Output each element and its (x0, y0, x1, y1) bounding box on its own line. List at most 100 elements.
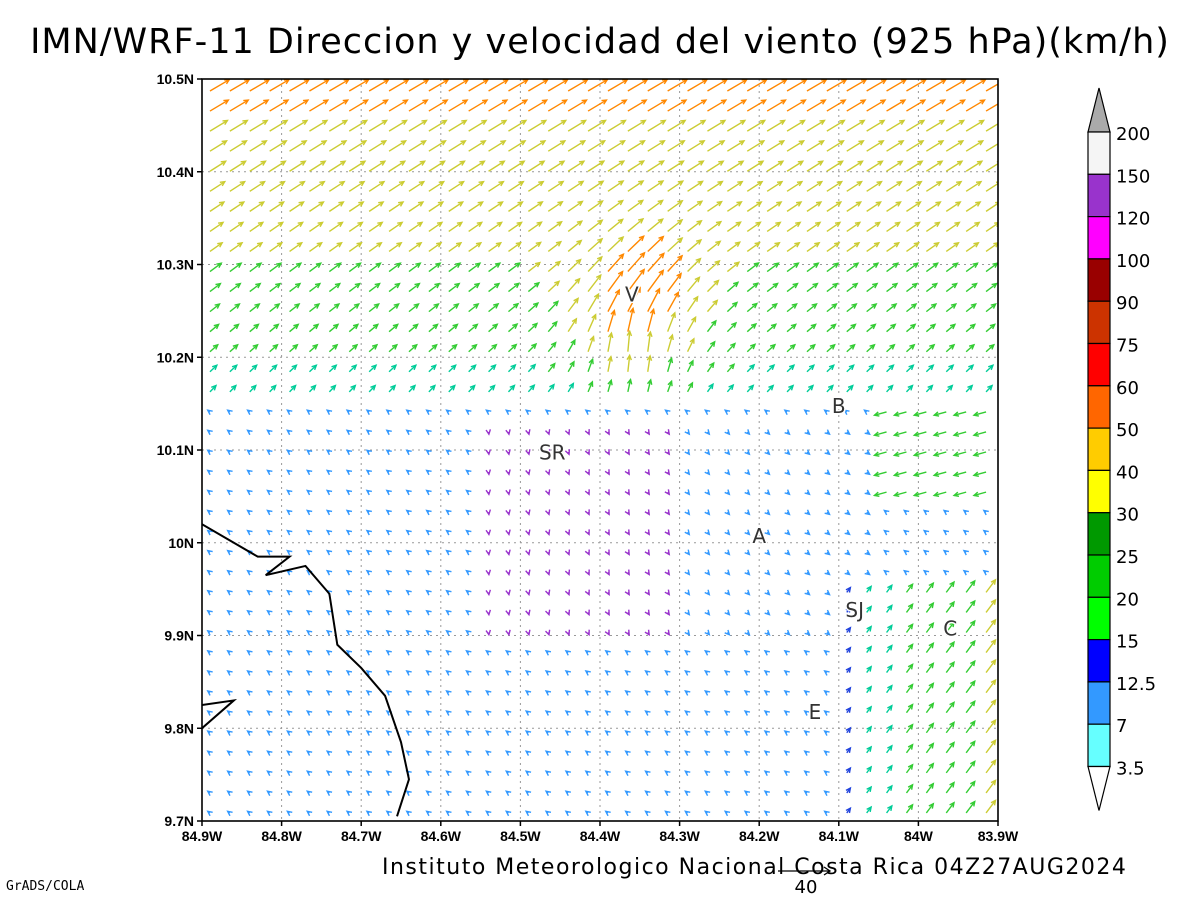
wind-arrow (627, 79, 649, 92)
wind-arrow (952, 431, 967, 437)
wind-arrow (564, 750, 572, 756)
wind-arrow (644, 649, 651, 656)
wind-arrow (707, 220, 723, 232)
wind-arrow (226, 469, 233, 476)
legend-label: 25 (1116, 547, 1139, 568)
wind-arrow (567, 99, 588, 112)
wind-arrow (806, 343, 816, 353)
wind-arrow (703, 710, 711, 716)
wind-arrow (587, 313, 597, 332)
lat-tick-label: 10.5N (157, 71, 194, 87)
wind-arrow (743, 750, 751, 756)
wind-arrow (604, 409, 611, 416)
wind-arrow (664, 429, 671, 436)
wind-arrow (667, 139, 686, 152)
wind-arrow (348, 282, 361, 293)
wind-arrow (864, 549, 871, 556)
wind-arrow (309, 282, 322, 293)
wind-arrow (564, 509, 571, 516)
wind-arrow (564, 770, 572, 776)
wind-arrow (866, 343, 876, 353)
wind-arrow (305, 589, 313, 596)
wind-arrow (428, 160, 446, 172)
wind-arrow (703, 690, 711, 696)
wind-arrow (269, 303, 281, 313)
wind-arrow (269, 180, 286, 192)
wind-arrow (525, 609, 531, 617)
wind-arrow (425, 469, 432, 476)
wind-arrow (266, 690, 273, 696)
legend-over-triangle (1087, 87, 1111, 133)
wind-arrow (743, 409, 751, 416)
wind-arrow (766, 119, 787, 132)
wind-arrow (508, 180, 525, 192)
wind-arrow (704, 489, 711, 496)
wind-arrow (764, 469, 771, 476)
wind-arrow (667, 99, 688, 112)
wind-arrow (965, 343, 976, 353)
wind-arrow (587, 200, 604, 212)
wind-arrow (925, 323, 937, 333)
wind-arrow (766, 323, 778, 333)
lat-tick-label: 10.3N (157, 257, 194, 273)
wind-arrow (965, 119, 986, 132)
wind-arrow (766, 343, 777, 353)
wind-arrow (866, 99, 887, 112)
wind-arrow (345, 409, 353, 416)
wind-arrow (707, 200, 723, 212)
wind-arrow (385, 750, 392, 756)
wind-arrow (226, 790, 233, 797)
wind-arrow (468, 343, 478, 353)
wind-arrow (786, 99, 807, 112)
wind-arrow (425, 529, 432, 536)
wind-arrow (824, 589, 831, 596)
wind-arrow (547, 200, 564, 212)
wind-arrow (746, 241, 761, 253)
wind-arrow (309, 119, 329, 132)
wind-arrow (468, 221, 484, 232)
wind-arrow (985, 658, 997, 674)
wind-arrow (388, 180, 406, 192)
wind-arrow (527, 322, 539, 333)
wind-arrow (524, 790, 532, 797)
wind-arrow (844, 469, 851, 476)
wind-arrow (985, 759, 997, 774)
wind-arrow (527, 261, 542, 273)
wind-arrow (266, 750, 273, 756)
wind-arrow (445, 549, 452, 556)
wind-arrow (246, 810, 253, 817)
wind-arrow (428, 79, 450, 92)
wind-arrow (704, 529, 711, 536)
wind-arrow (388, 303, 400, 313)
wind-arrow (405, 529, 412, 536)
wind-arrow (846, 262, 860, 273)
wind-arrow (584, 449, 590, 456)
lon-tick-label: 84.2W (739, 828, 780, 844)
wind-arrow (726, 383, 735, 393)
wind-arrow (703, 730, 711, 736)
wind-arrow (246, 609, 253, 616)
wind-arrow (627, 119, 647, 132)
wind-arrow (883, 549, 890, 556)
wind-arrow (906, 140, 925, 152)
wind-arrow (545, 629, 551, 637)
wind-arrow (325, 529, 333, 536)
wind-arrow (925, 221, 941, 232)
wind-arrow (308, 384, 317, 393)
wind-arrow (507, 323, 519, 333)
wind-arrow (206, 750, 213, 756)
wind-arrow (925, 682, 935, 694)
wind-arrow (985, 364, 995, 373)
wind-arrow (524, 730, 532, 736)
wind-arrow (885, 644, 893, 653)
wind-arrow (309, 180, 326, 192)
wind-arrow (925, 384, 934, 393)
wind-arrow (985, 140, 998, 152)
wind-arrow (743, 710, 751, 716)
wind-arrow (687, 200, 704, 212)
legend-label: 7 (1116, 716, 1127, 737)
wind-arrow (527, 301, 540, 313)
wind-arrow (624, 629, 630, 637)
wind-arrow (746, 119, 767, 132)
wind-arrow (664, 489, 671, 496)
